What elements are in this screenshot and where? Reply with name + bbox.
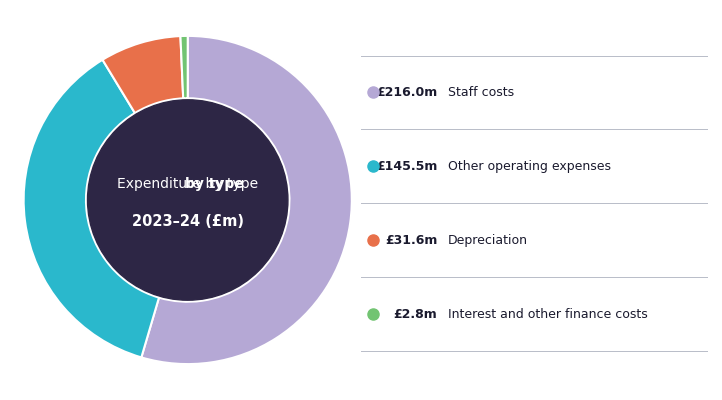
Text: Interest and other finance costs: Interest and other finance costs: [448, 308, 648, 321]
Text: Other operating expenses: Other operating expenses: [448, 160, 611, 173]
Text: £216.0m: £216.0m: [376, 86, 438, 99]
Wedge shape: [24, 60, 159, 358]
Text: Depreciation: Depreciation: [448, 234, 528, 247]
Wedge shape: [180, 36, 188, 98]
Text: £31.6m: £31.6m: [385, 234, 438, 247]
Wedge shape: [103, 36, 183, 113]
Text: £145.5m: £145.5m: [376, 160, 438, 173]
Text: £2.8m: £2.8m: [393, 308, 438, 321]
Text: Staff costs: Staff costs: [448, 86, 514, 99]
Circle shape: [87, 100, 288, 300]
Wedge shape: [142, 36, 352, 364]
Text: Expenditure by type: Expenditure by type: [117, 176, 258, 190]
Text: by type: by type: [185, 176, 243, 190]
Text: 2023–24 (£m): 2023–24 (£m): [131, 214, 244, 229]
